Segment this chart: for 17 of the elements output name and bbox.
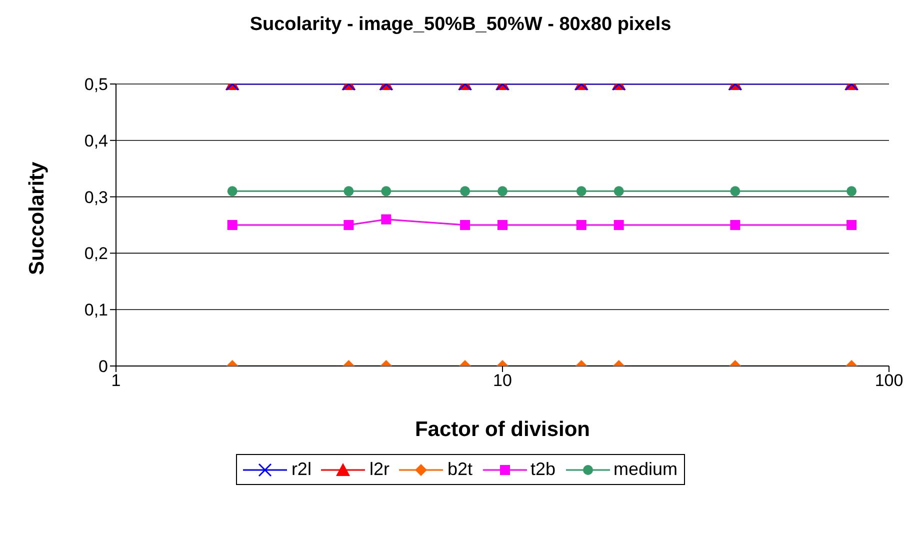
legend-label: l2r bbox=[369, 459, 390, 480]
legend-label: medium bbox=[614, 459, 678, 480]
chart-title: Sucolarity - image_50%B_50%W - 80x80 pixels bbox=[248, 14, 672, 36]
y-tick-label: 0,5 bbox=[84, 75, 108, 94]
y-tick-label: 0,1 bbox=[84, 300, 108, 320]
legend-label: b2t bbox=[447, 459, 472, 480]
x-tick-label: 100 bbox=[874, 371, 904, 390]
y-tick-label: 0,2 bbox=[84, 244, 108, 264]
y-tick-label: 0 bbox=[98, 357, 108, 376]
y-tick-label: 0,3 bbox=[84, 188, 108, 207]
x-tick-label: 1 bbox=[111, 371, 121, 390]
y-tick-label: 0,4 bbox=[84, 131, 108, 150]
legend-label: r2l bbox=[291, 459, 312, 480]
x-axis-title: Factor of division bbox=[414, 418, 590, 441]
x-tick-label: 10 bbox=[493, 371, 512, 390]
legend-label: t2b bbox=[530, 459, 556, 480]
y-axis-title: Succolarity bbox=[25, 161, 48, 275]
